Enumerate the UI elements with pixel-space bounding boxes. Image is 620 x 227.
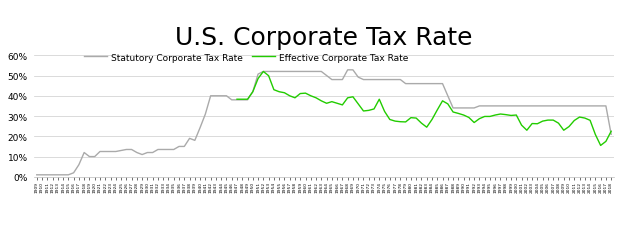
Statutory Corporate Tax Rate [33,174,40,176]
Effective Corporate Tax Rate [476,118,483,121]
Statutory Corporate Tax Rate [608,133,615,136]
Statutory Corporate Tax Rate [344,69,352,72]
Legend: Statutory Corporate Tax Rate, Effective Corporate Tax Rate: Statutory Corporate Tax Rate, Effective … [81,50,412,66]
Effective Corporate Tax Rate [365,109,373,112]
Effective Corporate Tax Rate [597,144,604,147]
Effective Corporate Tax Rate [492,114,499,117]
Title: U.S. Corporate Tax Rate: U.S. Corporate Tax Rate [175,25,472,49]
Statutory Corporate Tax Rate [312,71,320,74]
Effective Corporate Tax Rate [233,99,241,101]
Line: Statutory Corporate Tax Rate: Statutory Corporate Tax Rate [37,71,611,175]
Line: Effective Corporate Tax Rate: Effective Corporate Tax Rate [237,72,611,146]
Effective Corporate Tax Rate [260,71,267,74]
Statutory Corporate Tax Rate [444,95,451,98]
Statutory Corporate Tax Rate [576,105,583,108]
Effective Corporate Tax Rate [581,117,588,120]
Statutory Corporate Tax Rate [202,113,209,116]
Statutory Corporate Tax Rate [296,71,304,74]
Effective Corporate Tax Rate [450,111,457,114]
Statutory Corporate Tax Rate [597,105,604,108]
Effective Corporate Tax Rate [291,97,299,100]
Effective Corporate Tax Rate [608,130,615,133]
